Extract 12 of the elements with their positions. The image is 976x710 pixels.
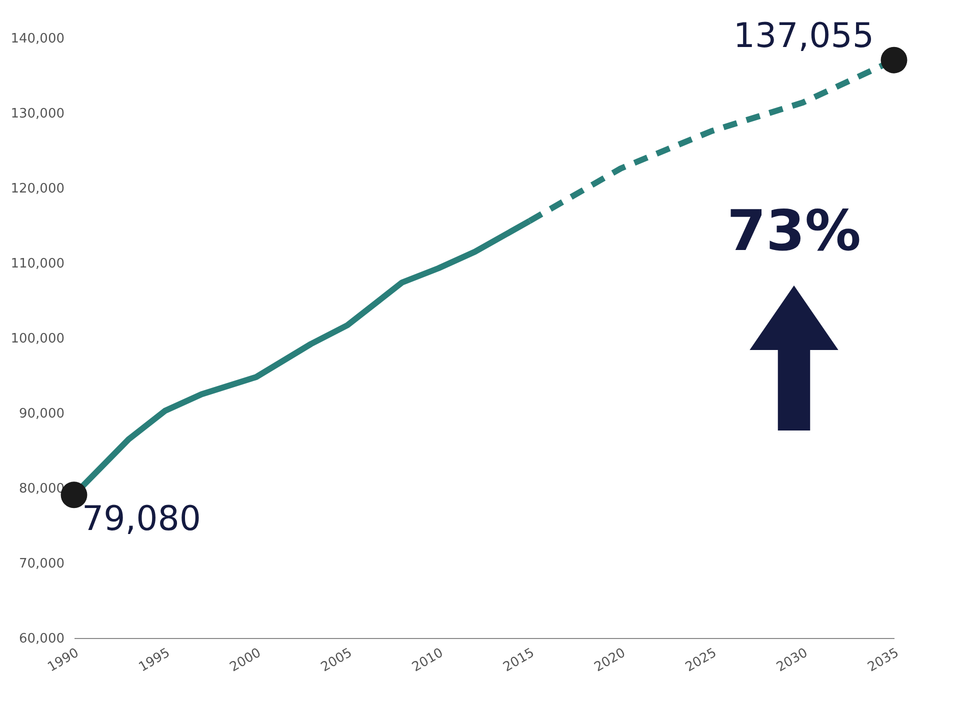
- y-tick-label: 60,000: [19, 632, 64, 646]
- y-tick-label: 100,000: [10, 332, 64, 346]
- y-tick-label: 80,000: [19, 482, 64, 496]
- annotation: 79,080: [82, 498, 201, 539]
- y-tick-label: 140,000: [10, 32, 64, 46]
- y-tick-label: 90,000: [19, 406, 64, 422]
- y-tick-label: 120,000: [10, 182, 64, 196]
- annotation: 73%: [726, 199, 862, 264]
- y-tick-label: 110,000: [10, 256, 64, 272]
- y-tick-label: 70,000: [19, 556, 64, 572]
- y-tick-label: 130,000: [10, 106, 64, 122]
- annotation: 137,055: [733, 16, 874, 56]
